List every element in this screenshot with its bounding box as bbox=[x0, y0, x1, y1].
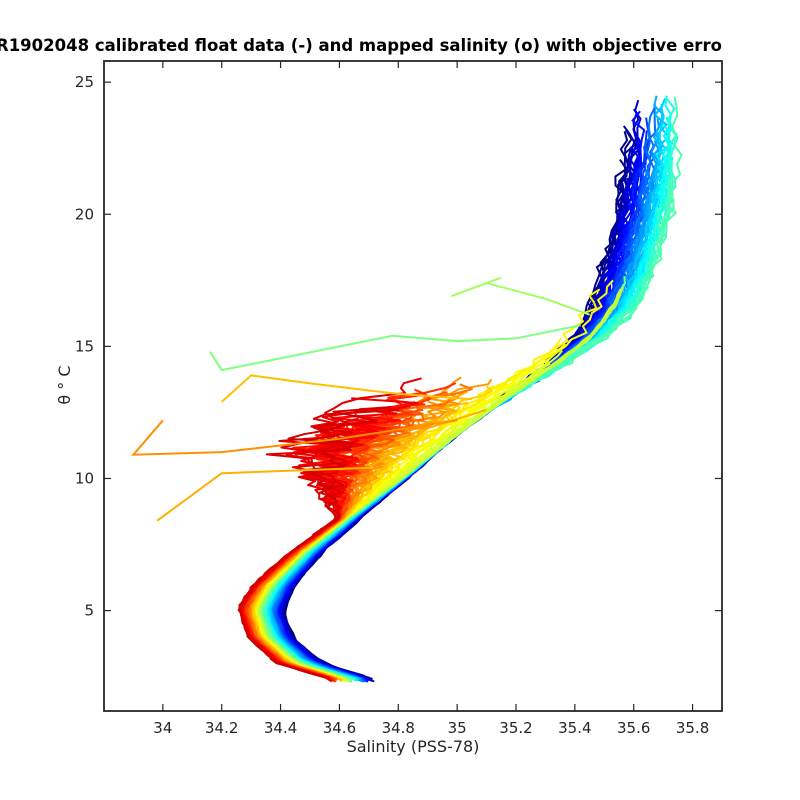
x-tick-label: 35.4 bbox=[558, 719, 591, 737]
x-tick-label: 35.2 bbox=[499, 719, 532, 737]
x-tick-label: 35.8 bbox=[676, 719, 709, 737]
x-tick-label: 35 bbox=[448, 719, 467, 737]
x-tick-label: 34 bbox=[153, 719, 172, 737]
y-tick-label: 20 bbox=[75, 205, 94, 223]
y-tick-label: 25 bbox=[75, 73, 94, 91]
x-tick-label: 34.8 bbox=[382, 719, 415, 737]
chart-title: R1902048 calibrated float data (-) and m… bbox=[0, 36, 722, 55]
x-tick-label: 34.6 bbox=[323, 719, 356, 737]
x-tick-label: 35.6 bbox=[617, 719, 650, 737]
y-tick-label: 5 bbox=[84, 602, 94, 620]
y-tick-label: 15 bbox=[75, 337, 94, 355]
y-tick-label: 10 bbox=[75, 469, 94, 487]
x-tick-label: 34.4 bbox=[264, 719, 297, 737]
x-axis-label: Salinity (PSS-78) bbox=[347, 737, 480, 756]
y-axis-label: θ ° C bbox=[55, 365, 74, 404]
x-tick-label: 34.2 bbox=[205, 719, 238, 737]
